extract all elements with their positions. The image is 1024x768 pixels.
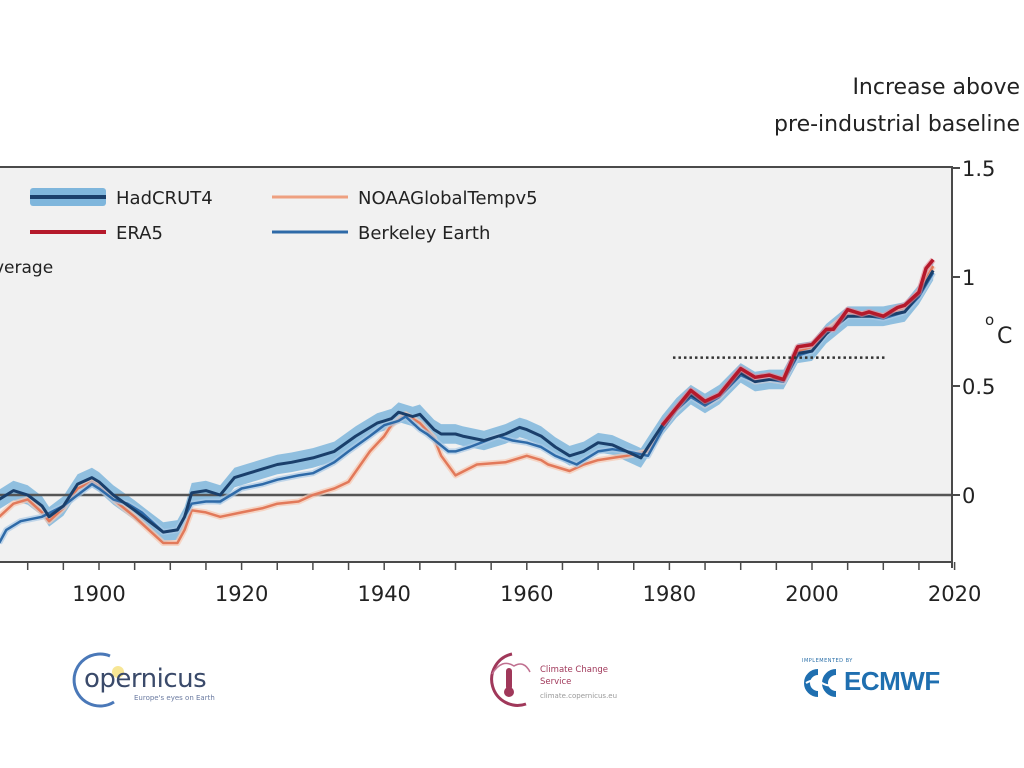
copernicus-logo: opernicus Europe's eyes on Earth xyxy=(70,650,230,710)
x-tick-label: 1920 xyxy=(215,582,268,606)
x-tick-label: 1960 xyxy=(500,582,553,606)
y-tick-label: 0.5 xyxy=(962,375,995,399)
y-tick-label: 0 xyxy=(962,484,975,508)
copernicus-wordmark: opernicus xyxy=(84,664,207,694)
y-axis: 0 0.5 1 1.5 xyxy=(951,157,995,568)
ecmwf-implemented-by: IMPLEMENTED BY xyxy=(802,658,853,664)
legend-label-berkeley-earth: Berkeley Earth xyxy=(358,223,490,244)
line-hadcrut4 xyxy=(0,269,935,534)
legend: HadCRUT4 NOAAGlobalTempv5 ERA5 Berkeley Ear… xyxy=(30,188,538,244)
chart-title-line-1: Increase above xyxy=(852,75,1020,100)
x-tick-label: 2000 xyxy=(785,582,838,606)
band-hadcrut4 xyxy=(0,260,934,542)
x-tick-label: 1980 xyxy=(643,582,696,606)
y-axis-unit-degree: o xyxy=(985,311,994,329)
y-tick-label: 1 xyxy=(962,266,975,290)
c3s-logo: Climate Change Service climate.copernicu… xyxy=(478,648,628,710)
partial-legend-label: verage xyxy=(0,258,53,278)
c3s-url: climate.copernicus.eu xyxy=(540,692,618,700)
c3s-title: Climate Change Service xyxy=(540,665,608,687)
copernicus-tagline: Europe's eyes on Earth xyxy=(134,694,215,702)
chart-title-line-2: pre-industrial baseline xyxy=(774,112,1020,137)
temperature-chart: 0 0.5 1 1.5 1900 1920 1940 1960 1980 2000 2020 Ha… xyxy=(0,75,1020,606)
ecmwf-wordmark: ECMWF xyxy=(844,666,940,696)
line-era5 xyxy=(660,258,935,427)
series-lines xyxy=(0,257,936,546)
y-axis-unit-c: C xyxy=(997,324,1012,349)
copernicus-arc-icon xyxy=(72,652,124,708)
legend-label-noaaglobaltempv5: NOAAGlobalTempv5 xyxy=(358,188,538,209)
x-tick-label: 2020 xyxy=(928,582,981,606)
ecmwf-logo: IMPLEMENTED BY ECMWF xyxy=(800,656,960,700)
legend-label-hadcrut4: HadCRUT4 xyxy=(116,188,213,209)
ecmwf-emblem-icon xyxy=(804,669,841,697)
x-axis: 1900 1920 1940 1960 1980 2000 2020 xyxy=(26,562,981,606)
y-tick-label: 1.5 xyxy=(962,157,995,181)
legend-label-era5: ERA5 xyxy=(116,223,163,244)
x-tick-label: 1900 xyxy=(72,582,125,606)
uncertainty-bands xyxy=(0,260,934,542)
x-tick-label: 1940 xyxy=(357,582,410,606)
thermometer-icon xyxy=(490,652,531,707)
